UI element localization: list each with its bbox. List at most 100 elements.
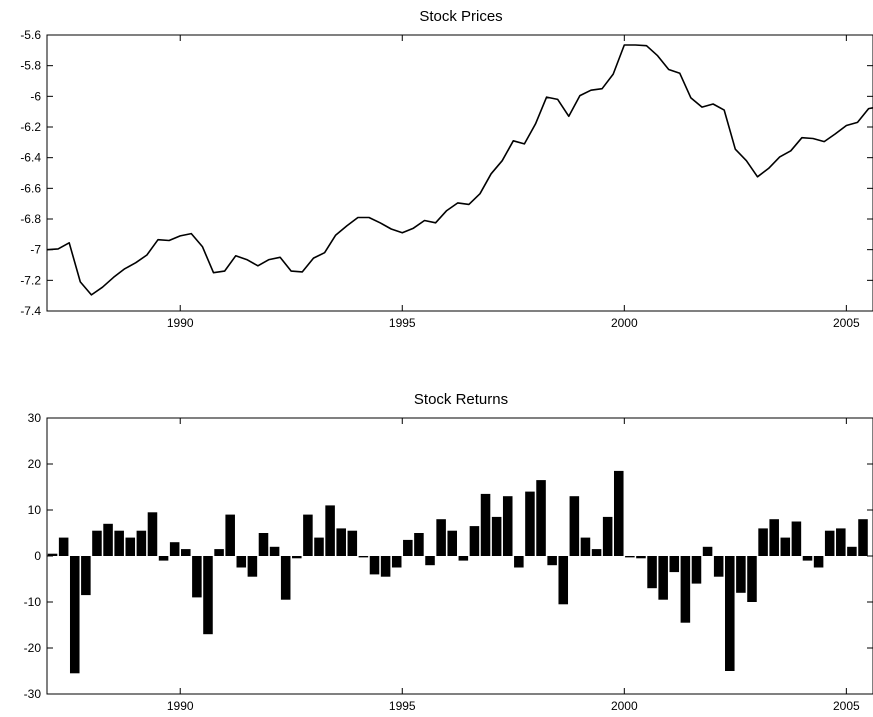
- return-bar: [158, 556, 169, 561]
- return-bar: [181, 549, 191, 556]
- return-bar: [92, 530, 102, 556]
- return-bar: [414, 533, 424, 556]
- return-bar: [447, 530, 458, 556]
- stock-prices-axes-box: [46, 34, 873, 312]
- return-bar: [525, 491, 535, 556]
- return-bar: [547, 556, 557, 566]
- return-bar: [680, 556, 691, 623]
- return-bar: [569, 496, 580, 556]
- return-bar: [658, 556, 668, 600]
- return-bar: [125, 537, 136, 556]
- stock-prices-ytick-label: -6.6: [20, 181, 41, 195]
- return-bar: [713, 556, 724, 577]
- return-bar: [69, 556, 80, 674]
- return-bar: [769, 519, 779, 556]
- return-bar: [425, 556, 435, 566]
- stock-prices-xtick-label: 2000: [611, 316, 638, 330]
- return-bar: [58, 537, 69, 556]
- stock-returns-bars: [47, 470, 868, 674]
- stock-returns-xtick-label: 1995: [389, 699, 416, 713]
- return-bar: [625, 556, 635, 558]
- return-bar: [103, 523, 113, 556]
- return-bar: [47, 553, 58, 556]
- stock-returns-ytick-label: 10: [28, 503, 42, 517]
- stock-returns-ytick-label: 20: [28, 457, 42, 471]
- return-bar: [258, 533, 269, 556]
- return-bar: [502, 496, 513, 556]
- price-line: [46, 44, 873, 296]
- return-bar: [81, 556, 91, 596]
- return-bar: [558, 556, 569, 605]
- return-bar: [858, 519, 868, 556]
- return-bar: [591, 549, 602, 556]
- stock-prices-ytick-label: -6.8: [20, 212, 41, 226]
- return-bar: [469, 526, 480, 556]
- return-bar: [480, 493, 491, 556]
- stock-returns-ytick-label: -30: [24, 687, 42, 701]
- stock-returns-xtick-label: 2000: [611, 699, 638, 713]
- return-bar: [169, 542, 180, 556]
- return-bar: [203, 556, 213, 635]
- stock-prices-title: Stock Prices: [419, 8, 502, 25]
- return-bar: [636, 556, 646, 559]
- return-bar: [802, 556, 813, 561]
- return-bar: [702, 546, 713, 556]
- stock-prices-chart: Stock Prices -7.4-7.2-7-6.8-6.6-6.4-6.2-…: [20, 8, 873, 330]
- stock-prices-xtick-label: 1995: [389, 316, 416, 330]
- return-bar: [847, 546, 857, 556]
- return-bar: [280, 556, 291, 600]
- return-bar: [669, 556, 680, 573]
- return-bar: [380, 556, 391, 577]
- stock-returns-axes-box: [46, 417, 873, 695]
- stock-returns-xtick-label: 1990: [167, 699, 194, 713]
- return-bar: [192, 556, 202, 598]
- return-bar: [691, 556, 702, 584]
- stock-prices-ytick-label: -7.2: [20, 273, 41, 287]
- return-bar: [314, 537, 324, 556]
- stock-prices-ytick-label: -6.2: [20, 120, 41, 134]
- return-bar: [114, 530, 124, 556]
- return-bar: [358, 556, 369, 558]
- return-bar: [325, 505, 335, 556]
- stock-returns-chart: Stock Returns -30 -20 -10 0 10 20 30 1990 1995 20…: [24, 391, 873, 713]
- stock-returns-ytick-label: 0: [34, 549, 41, 563]
- return-bar: [613, 470, 624, 556]
- return-bar: [236, 556, 247, 568]
- stock-returns-ytick-label: -20: [24, 641, 42, 655]
- return-bar: [136, 530, 147, 556]
- return-bar: [336, 528, 346, 556]
- return-bar: [836, 528, 846, 556]
- stock-prices-ytick-label: -7.4: [20, 304, 41, 318]
- stock-returns-ticks: -30 -20 -10 0 10 20 30 1990 1995 2000 2005: [24, 411, 873, 713]
- return-bar: [813, 556, 824, 568]
- stock-prices-ytick-label: -5.8: [20, 59, 41, 73]
- return-bar: [369, 556, 380, 575]
- stock-prices-ticks: -7.4 -7.2 -7 -6.8 -6.6 -6.4 -6.2 -6 -5.8 -5.6 1990…: [20, 28, 873, 330]
- return-bar: [758, 528, 768, 556]
- stock-prices-xtick-label: 1990: [167, 316, 194, 330]
- return-bar: [458, 556, 469, 561]
- stock-prices-ytick-label: -5.6: [20, 28, 41, 42]
- return-bar: [647, 556, 657, 589]
- return-bar: [247, 556, 258, 577]
- return-bar: [602, 516, 613, 556]
- return-bar: [347, 530, 358, 556]
- return-bar: [269, 546, 280, 556]
- return-bar: [824, 530, 835, 556]
- stock-prices-ytick-label: -6.4: [20, 151, 41, 165]
- return-bar: [147, 512, 158, 556]
- return-bar: [580, 537, 591, 556]
- return-bar: [780, 537, 791, 556]
- return-bar: [292, 556, 302, 559]
- return-bar: [791, 521, 802, 556]
- return-bar: [225, 514, 235, 556]
- return-bar: [491, 516, 502, 556]
- return-bar: [303, 514, 313, 556]
- stock-returns-title: Stock Returns: [414, 391, 508, 408]
- stock-prices-xtick-label: 2005: [833, 316, 860, 330]
- return-bar: [747, 556, 757, 602]
- return-bar: [436, 519, 446, 556]
- stock-prices-series: [46, 44, 873, 296]
- return-bar: [214, 549, 224, 556]
